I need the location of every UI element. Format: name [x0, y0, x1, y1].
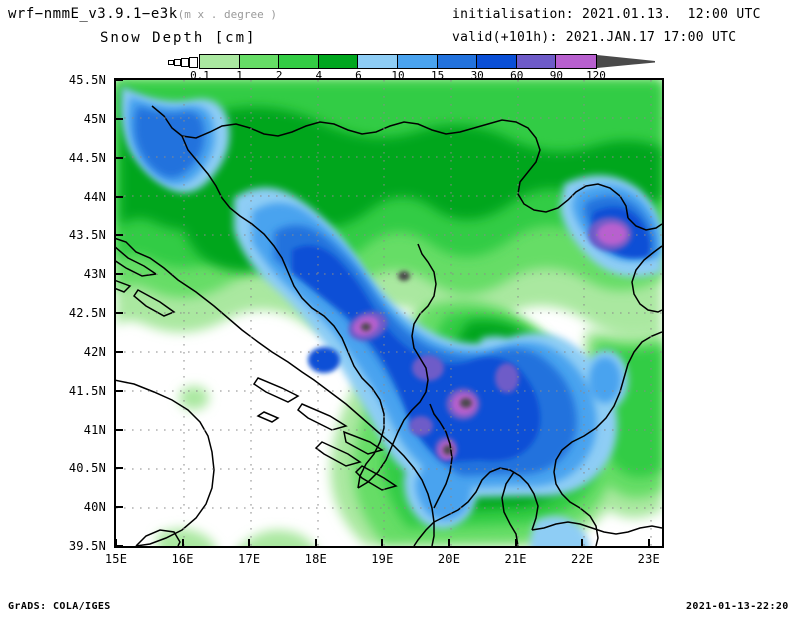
colorbar-below-threshold-marker [168, 56, 198, 68]
colorbar-trace-box-0 [168, 60, 174, 65]
x-axis-tick-23E [647, 539, 650, 546]
x-axis-label-17E: 17E [238, 552, 261, 566]
x-axis-label-15E: 15E [104, 552, 128, 566]
x-axis-label-18E: 18E [304, 552, 327, 566]
x-axis-label-23E: 23E [637, 552, 660, 566]
y-axis-tick-39.5N [116, 545, 123, 547]
colorbar-band-0 [200, 55, 240, 68]
colorbar-band-3 [318, 55, 359, 68]
y-axis-label-45.5N: 45.5N [68, 73, 106, 87]
colorbar-label-6: 6 [355, 69, 362, 82]
x-axis-tick-22E [581, 539, 584, 546]
colorbar-bands [199, 54, 597, 69]
y-axis-tick-44.5N [116, 156, 123, 159]
colorbar-band-9 [556, 55, 596, 68]
colorbar-band-1 [239, 55, 280, 68]
y-axis-label-43.5N: 43.5N [68, 228, 106, 243]
x-axis-tick-17E [248, 539, 251, 546]
x-axis-tick-19E [381, 539, 384, 546]
y-axis-tick-41N [116, 428, 123, 431]
snow-depth-field [116, 80, 662, 546]
y-axis-tick-45N [116, 117, 123, 120]
y-axis-tick-40N [116, 506, 123, 509]
model-units-text: (m x . degree ) [177, 8, 277, 21]
colorbar-band-5 [397, 55, 438, 68]
y-axis-tick-42.5N [116, 312, 123, 314]
x-axis-label-16E: 16E [171, 552, 194, 566]
y-axis-label-41N: 41N [83, 422, 106, 437]
colorbar-label-4: 4 [315, 69, 323, 82]
y-axis-label-42N: 42N [83, 344, 106, 359]
initialisation-time: initialisation: 2021.01.13. 12:00 UTC [452, 7, 761, 22]
y-axis-label-44N: 44N [83, 189, 106, 204]
y-axis-tick-45.5N [116, 79, 123, 81]
colorbar-band-4 [358, 55, 398, 68]
x-axis-label-22E: 22E [571, 552, 594, 566]
colorbar: 0.1 1 2 4 6 10 15 30 60 90 120 [168, 53, 655, 82]
coastline-and-borders [116, 105, 662, 546]
y-axis-label-40.5N: 40.5N [68, 461, 106, 476]
model-title: wrf−nmmE_v3.9.1−e3k(m x . degree ) [8, 6, 277, 22]
valid-time: valid(+101h): 2021.JAN.17 17:00 UTC [452, 30, 737, 45]
x-axis-tick-16E [181, 539, 184, 546]
y-axis-tick-43N [116, 273, 123, 276]
map-gridlines [116, 80, 662, 546]
variable-title: Snow Depth [cm] [100, 30, 257, 46]
colorbar-overflow-arrow [597, 55, 655, 68]
x-axis-label-21E: 21E [504, 552, 527, 566]
y-axis-tick-40.5N [116, 467, 123, 470]
x-axis-tick-21E [514, 539, 517, 546]
render-timestamp: 2021-01-13-22:20 [686, 601, 789, 612]
colorbar-label-1: 1 [236, 69, 243, 82]
colorbar-trace-box-3 [189, 57, 198, 68]
y-axis-tick-43.5N [116, 234, 123, 237]
grads-credit: GrADS: COLA/IGES [8, 601, 111, 612]
colorbar-band-6 [437, 55, 478, 68]
y-axis-label-40N: 40N [83, 500, 106, 515]
x-axis-label-20E: 20E [437, 552, 461, 566]
map-plot-area[interactable] [114, 78, 664, 548]
y-axis-label-39.5N: 39.5N [68, 539, 106, 553]
y-axis-tick-44N [116, 195, 123, 198]
colorbar-label-2: 2 [275, 69, 283, 82]
x-axis-tick-15E [115, 539, 117, 546]
y-axis-tick-42N [116, 350, 123, 353]
y-axis-label-44.5N: 44.5N [68, 150, 106, 165]
x-axis-tick-20E [448, 539, 450, 546]
x-axis-tick-18E [314, 539, 317, 546]
y-axis-label-45N: 45N [83, 111, 106, 126]
colorbar-band-2 [279, 55, 319, 68]
model-title-text: wrf−nmmE_v3.9.1−e3k [8, 6, 178, 22]
colorbar-band-8 [516, 55, 557, 68]
y-axis-label-43N: 43N [83, 267, 106, 282]
colorbar-band-7 [477, 55, 517, 68]
colorbar-trace-box-1 [174, 59, 181, 66]
y-axis-tick-41.5N [116, 389, 123, 392]
y-axis-label-42.5N: 42.5N [68, 306, 106, 320]
colorbar-trace-box-2 [181, 58, 189, 67]
y-axis-label-41.5N: 41.5N [68, 383, 106, 398]
x-axis-label-19E: 19E [371, 552, 394, 566]
